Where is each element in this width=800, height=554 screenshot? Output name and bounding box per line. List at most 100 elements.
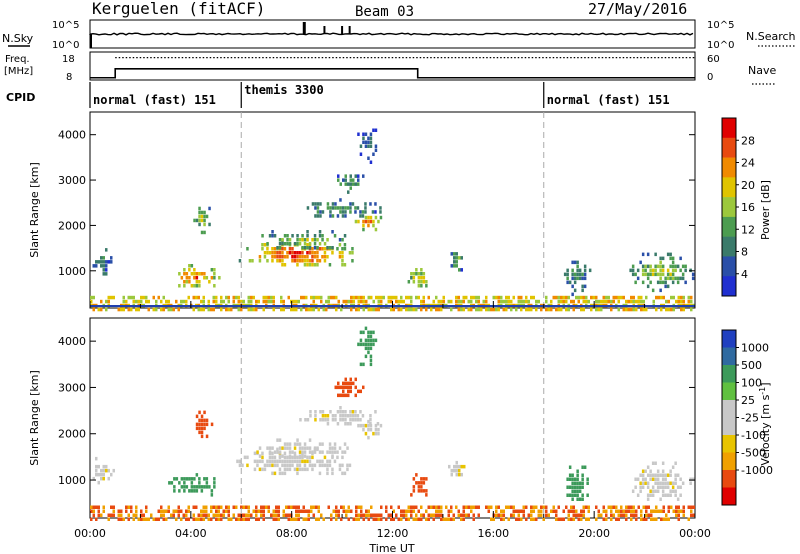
echo-cell: [293, 255, 297, 259]
echo-cell: [213, 485, 216, 489]
echo-cell: [313, 255, 317, 259]
echo-cell: [520, 295, 523, 300]
power-colorbar-label: Power [dB]: [759, 180, 772, 240]
echo-cell: [666, 473, 670, 477]
echo-cell: [512, 509, 515, 513]
echo-cell: [659, 485, 662, 489]
echo-cell: [331, 454, 334, 458]
echo-cell: [595, 307, 598, 312]
echo-cell: [170, 481, 174, 485]
echo-cell: [306, 263, 309, 267]
echo-cell: [331, 450, 334, 454]
echo-cell: [500, 299, 503, 304]
echo-cell: [372, 431, 375, 436]
echo-cell: [630, 299, 633, 304]
echo-cell: [602, 505, 605, 509]
echo-cell: [669, 256, 672, 261]
echo-cell: [261, 455, 264, 460]
echo-cell: [122, 517, 125, 521]
echo-cell: [583, 465, 587, 469]
echo-cell: [405, 307, 408, 312]
echo-cell: [364, 431, 368, 436]
echo-cell: [453, 252, 456, 256]
echo-cell: [568, 473, 572, 477]
echo-cell: [205, 276, 209, 280]
echo-cell: [266, 242, 269, 246]
echo-cell: [200, 414, 204, 419]
echo-cell: [288, 450, 292, 454]
echo-cell: [400, 517, 403, 521]
echo-cell: [321, 463, 324, 468]
echo-cell: [349, 182, 352, 186]
echo-cell: [644, 477, 647, 481]
echo-cell: [532, 517, 535, 521]
echo-cell: [361, 210, 365, 214]
echo-cell: [210, 493, 214, 497]
echo-cell: [634, 272, 637, 277]
echo-cell: [640, 295, 643, 300]
echo-cell: [198, 210, 201, 215]
echo-cell: [364, 202, 367, 206]
echo-cell: [690, 509, 693, 513]
echo-cell: [458, 256, 461, 260]
colorbar-swatch: [722, 118, 736, 139]
echo-cell: [362, 513, 365, 517]
colorbar-tick-label: 16: [741, 201, 755, 214]
echo-cell: [355, 509, 358, 513]
freq-step-line: [90, 68, 695, 79]
echo-cell: [367, 435, 370, 440]
echo-cell: [661, 264, 665, 269]
echo-cell: [422, 276, 426, 280]
echo-cell: [367, 156, 370, 160]
echo-cell: [649, 264, 652, 269]
echo-cell: [470, 307, 473, 312]
echo-cell: [140, 517, 143, 521]
echo-cell: [286, 251, 289, 255]
echo-cell: [502, 517, 505, 521]
echo-cell: [286, 442, 289, 446]
echo-cell: [335, 307, 338, 312]
echo-cell: [576, 268, 579, 273]
echo-cell: [359, 338, 363, 343]
colorbar-tick-label: 24: [741, 157, 755, 170]
echo-cell: [455, 468, 458, 473]
echo-cell: [222, 513, 225, 517]
echo-cell: [92, 509, 95, 513]
echo-cell: [90, 509, 93, 513]
echo-cell: [530, 509, 533, 513]
echo-cell: [100, 307, 103, 312]
echo-cell: [645, 517, 648, 521]
colorbar-swatch: [722, 347, 736, 366]
echo-cell: [453, 264, 456, 268]
echo-cell: [374, 427, 378, 432]
colorbar-tick-label: 4: [741, 268, 748, 281]
echo-cell: [644, 268, 647, 273]
echo-cell: [248, 259, 252, 263]
echo-cell: [203, 214, 206, 219]
echo-cell: [311, 255, 314, 259]
echo-cell: [303, 255, 307, 259]
freq-unit-label: [MHz]: [4, 66, 33, 77]
echo-cell: [510, 307, 513, 312]
echo-cell: [507, 505, 510, 509]
echo-cell: [349, 210, 352, 214]
echo-cell: [681, 272, 685, 277]
echo-cell: [306, 467, 309, 472]
echo-cell: [268, 455, 272, 460]
echo-cell: [107, 299, 110, 304]
echo-cell: [625, 513, 628, 517]
echo-cell: [679, 256, 682, 261]
echo-cell: [651, 493, 655, 497]
echo-cell: [142, 295, 145, 300]
echo-cell: [340, 517, 343, 521]
echo-cell: [208, 206, 211, 211]
echo-cell: [92, 295, 95, 300]
echo-cell: [210, 276, 214, 280]
echo-cell: [281, 251, 284, 255]
echo-cell: [437, 307, 440, 312]
echo-cell: [195, 505, 198, 509]
echo-cell: [323, 247, 327, 251]
echo-cell: [346, 422, 350, 426]
echo-cell: [110, 505, 113, 509]
